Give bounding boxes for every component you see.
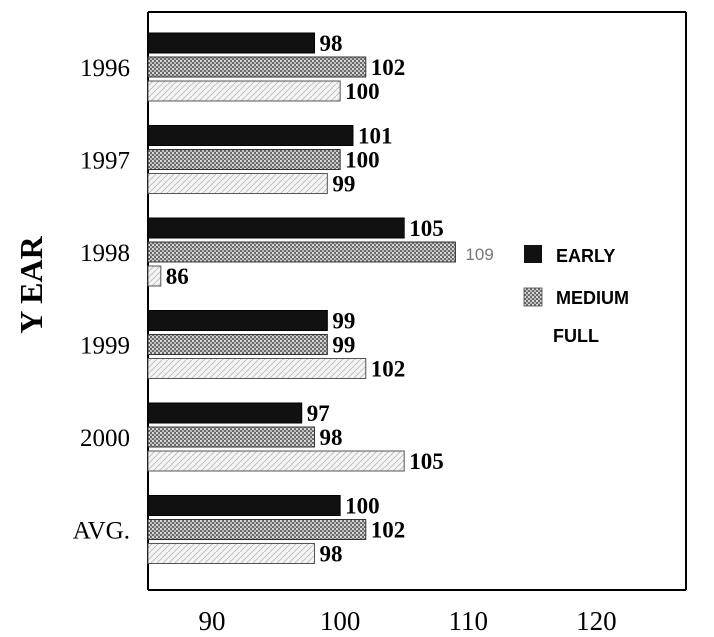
value-label-early-1998: 105 (409, 216, 444, 241)
category-label-1999: 1999 (80, 333, 130, 360)
value-label-full-1998: 86 (166, 264, 189, 289)
bar-early-1998 (147, 217, 405, 239)
value-label-early-2000: 97 (307, 401, 330, 426)
category-label-2000: 2000 (80, 425, 130, 452)
bar-medium-1996 (147, 56, 367, 78)
bar-medium-2000 (147, 426, 316, 448)
bar-medium-1997 (147, 149, 341, 170)
value-label-full-1996: 100 (345, 79, 380, 104)
value-label-early-avg: 100 (345, 494, 380, 519)
bars (147, 32, 456, 564)
legend: EARLY MEDIUM FULL (523, 245, 629, 346)
value-labels: 9810210010110099105109869999102979810510… (166, 31, 494, 567)
value-label-full-2000: 105 (409, 449, 444, 474)
bar-medium-1999 (147, 334, 328, 355)
bar-medium-avg (147, 519, 367, 540)
bar-full-1998 (147, 265, 162, 287)
x-tick-label-100: 100 (320, 606, 361, 636)
category-label-1997: 1997 (80, 148, 130, 175)
category-label-1996: 1996 (80, 55, 130, 82)
bar-early-1996 (147, 32, 316, 54)
category-label-avg: AVG. (73, 518, 130, 545)
value-label-medium-1999: 99 (332, 333, 355, 358)
bar-full-1996 (147, 80, 341, 102)
value-label-early-1997: 101 (358, 124, 393, 149)
category-labels: 1996 1997 1998 1999 2000 AVG. (73, 55, 130, 545)
bar-full-avg (147, 543, 316, 564)
bar-early-1997 (147, 125, 354, 146)
value-label-full-avg: 98 (320, 542, 343, 567)
legend-label-early: EARLY (556, 246, 615, 266)
value-label-medium-1997: 100 (345, 148, 380, 173)
bar-early-avg (147, 495, 341, 516)
legend-swatch-early (524, 245, 542, 263)
value-label-medium-2000: 98 (320, 425, 343, 450)
legend-label-full: FULL (553, 326, 599, 346)
value-label-full-1999: 102 (371, 357, 406, 382)
value-label-medium-1998: 109 (465, 245, 493, 264)
x-tick-labels: 90 100 110 120 (199, 606, 617, 636)
bar-medium-1998 (147, 241, 456, 263)
bar-full-1999 (147, 358, 367, 379)
x-tick-label-90: 90 (199, 606, 226, 636)
legend-swatch-medium (523, 287, 543, 307)
bar-full-2000 (147, 450, 405, 472)
bar-early-1999 (147, 310, 328, 331)
value-label-early-1999: 99 (332, 309, 355, 334)
category-label-1998: 1998 (80, 240, 130, 267)
legend-label-medium: MEDIUM (556, 288, 629, 308)
value-label-full-1997: 99 (332, 172, 355, 197)
y-axis-label: Y EAR (13, 235, 49, 333)
bar-early-2000 (147, 402, 303, 424)
x-tick-label-110: 110 (448, 606, 488, 636)
value-label-medium-avg: 102 (371, 518, 406, 543)
x-tick-label-120: 120 (576, 606, 617, 636)
bar-full-1997 (147, 173, 328, 194)
value-label-medium-1996: 102 (371, 55, 406, 80)
value-label-early-1996: 98 (320, 31, 343, 56)
